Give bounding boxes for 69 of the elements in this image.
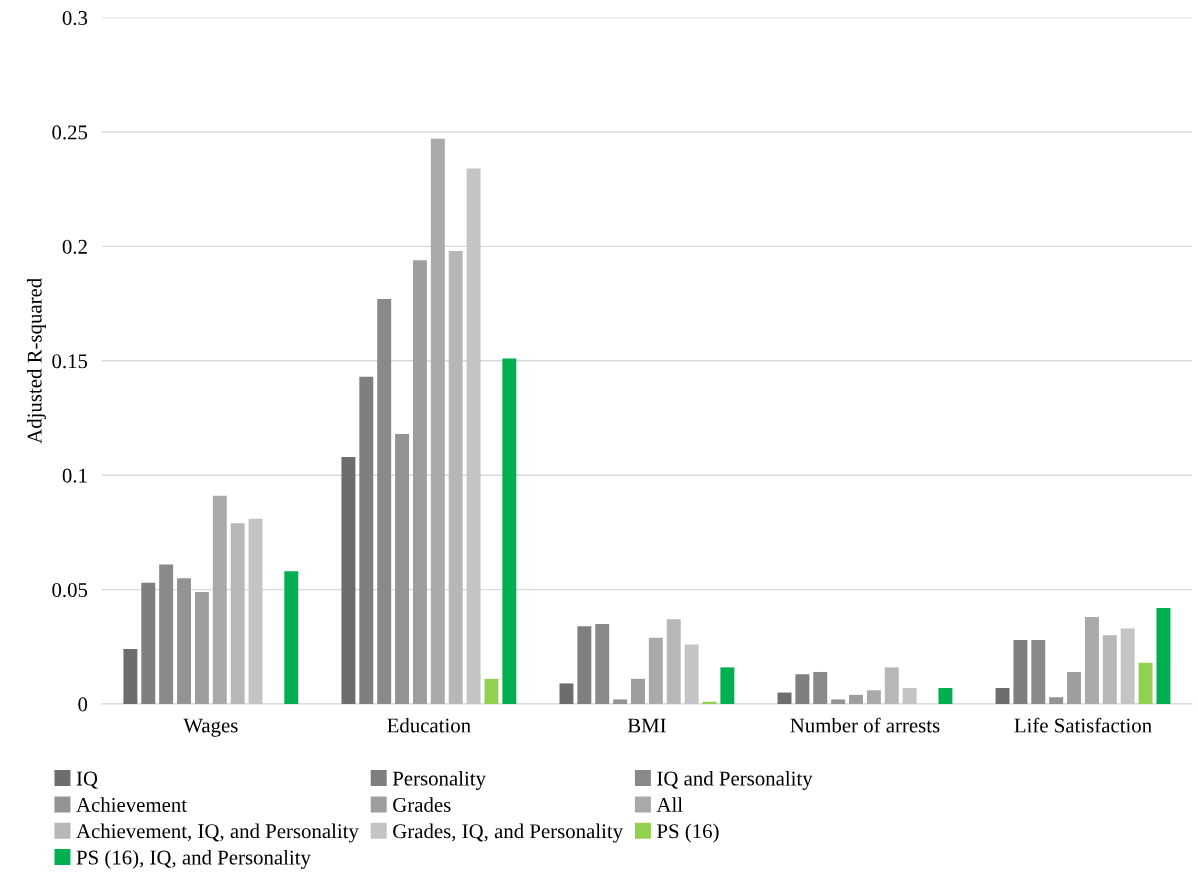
bar — [1156, 607, 1171, 704]
legend-label: Grades, IQ, and Personality — [393, 823, 624, 843]
bar — [866, 690, 881, 704]
x-tick-label: BMI — [627, 718, 666, 733]
bar — [684, 644, 699, 704]
bar — [1067, 671, 1082, 704]
bar — [123, 649, 138, 704]
bar — [466, 168, 481, 704]
bar — [1138, 662, 1153, 704]
legend-label: IQ and Personality — [657, 770, 813, 790]
y-tick-label: 0.05 — [52, 582, 88, 598]
bar — [720, 667, 735, 704]
bar — [595, 623, 610, 704]
bar — [1031, 639, 1046, 704]
y-tick-label: 0.2 — [62, 239, 87, 254]
bar — [666, 619, 681, 704]
y-tick-label: 0.25 — [52, 125, 88, 140]
bar — [177, 578, 191, 704]
legend-label: All — [656, 797, 683, 812]
bar — [938, 687, 953, 704]
legend-label: Personality — [392, 770, 486, 790]
legend-label: Grades — [393, 797, 451, 812]
bar — [831, 699, 846, 704]
legend-label: Achievement — [76, 797, 187, 812]
y-tick-label: 0.1 — [62, 468, 87, 483]
x-tick-label: Number of arrests — [790, 717, 940, 733]
bar — [849, 694, 863, 704]
bar — [212, 495, 227, 704]
bar — [377, 299, 392, 704]
bar — [1084, 617, 1099, 704]
bar — [248, 518, 263, 704]
bar — [613, 699, 628, 704]
bar — [648, 637, 663, 704]
bar — [995, 687, 1010, 704]
bar — [284, 571, 299, 704]
bar — [631, 678, 645, 704]
bar — [1049, 697, 1064, 704]
bar — [559, 683, 574, 704]
x-tick-label: Life Satisfaction — [1014, 717, 1152, 733]
bar — [1013, 639, 1028, 704]
bar — [1120, 628, 1135, 704]
bar — [795, 674, 810, 704]
bar — [230, 523, 245, 704]
y-tick-label: 0 — [78, 697, 88, 712]
bar — [902, 687, 917, 704]
bar — [194, 591, 209, 704]
bar — [813, 671, 828, 704]
bar — [141, 582, 156, 704]
legend-label: PS (16), IQ, and Personality — [76, 849, 311, 869]
bar — [884, 667, 899, 704]
bar — [430, 138, 445, 704]
bar — [484, 678, 499, 704]
y-axis-title: Adjusted R-squared — [27, 278, 46, 444]
bar — [359, 376, 374, 704]
y-tick-label: 0.3 — [62, 10, 88, 26]
legend-label: Achievement, IQ, and Personality — [76, 823, 359, 843]
bar — [502, 358, 517, 704]
bar — [412, 260, 427, 704]
x-tick-label: Wages — [183, 718, 238, 737]
bar — [159, 564, 174, 704]
legend-label: IQ — [76, 771, 98, 789]
x-tick-label: Education — [387, 717, 471, 733]
y-tick-label: 0.15 — [52, 354, 88, 369]
bar — [395, 434, 410, 704]
legend-label: PS (16) — [657, 823, 719, 843]
bar — [341, 456, 356, 704]
bar — [448, 250, 463, 704]
bar — [1102, 635, 1117, 704]
bar — [577, 626, 592, 704]
